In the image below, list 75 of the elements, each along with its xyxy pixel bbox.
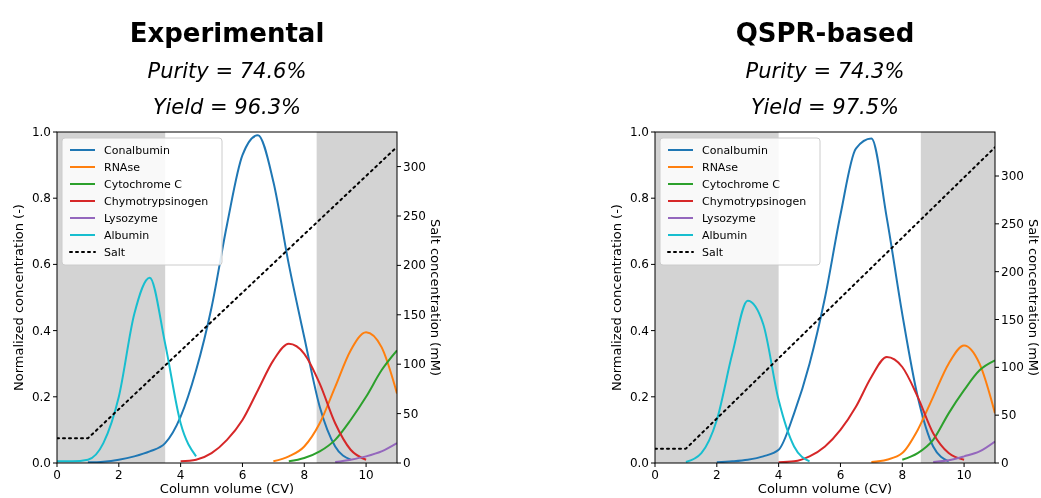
line-series <box>57 276 198 463</box>
y-tick-label: 0.2 <box>31 389 51 404</box>
line-series <box>272 331 397 463</box>
y-tick-label: 1.0 <box>629 125 649 139</box>
y-tick-label: 0.4 <box>31 323 51 338</box>
y-tick-label: 0.2 <box>629 389 649 404</box>
line-series <box>777 356 966 463</box>
y-axis-title: Normalized concentration (-) <box>11 204 26 391</box>
y-tick-label: 0.4 <box>629 323 649 338</box>
y2-tick-label: 0 <box>403 456 411 470</box>
line-series <box>901 359 995 461</box>
x-tick-label: 6 <box>836 468 845 482</box>
legend-label: Salt <box>702 246 724 259</box>
x-axis-title: Column volume (CV) <box>159 481 295 496</box>
y-tick-label: 0.8 <box>31 191 51 206</box>
y2-tick-label: 300 <box>1001 169 1024 184</box>
y2-axis-title: Salt concentration (mM) <box>428 218 443 377</box>
legend-label: Albumin <box>702 229 748 242</box>
text: Yield = 97.5% <box>750 95 900 119</box>
y2-axis-title: Salt concentration (mM) <box>1026 218 1041 377</box>
legend-label: Lysozyme <box>702 212 757 225</box>
y-tick-label: 0.0 <box>31 456 51 470</box>
x-tick-label: 0 <box>651 468 659 482</box>
legend-label: Cytochrome C <box>702 178 781 191</box>
legend-label: Lysozyme <box>104 212 159 225</box>
legend-label: RNAse <box>104 161 141 174</box>
legend-label: Conalbumin <box>104 144 170 157</box>
x-tick-label: 6 <box>238 468 247 482</box>
y2-tick-label: 100 <box>403 357 426 372</box>
chart-title: QSPR-based <box>735 18 915 48</box>
legend-label: Salt <box>104 246 126 259</box>
x-axis-title: Column volume (CV) <box>757 481 893 496</box>
legend-label: Chymotrypsinogen <box>104 195 209 208</box>
x-tick-label: 2 <box>713 468 721 482</box>
legend-label: Conalbumin <box>702 144 768 157</box>
y-axis-title: Normalized concentration (-) <box>609 204 624 391</box>
text: Yield = 96.3% <box>152 95 302 119</box>
legend-label: Albumin <box>104 229 150 242</box>
chart-subtitle: Purity = 74.3% <box>745 59 905 83</box>
line-series <box>86 134 352 463</box>
x-tick-label: 2 <box>115 468 123 482</box>
x-tick-label: 8 <box>898 468 907 482</box>
y-tick-label: 0.8 <box>629 191 649 206</box>
line-series <box>334 442 397 463</box>
line-series <box>684 299 811 463</box>
y2-tick-label: 250 <box>403 208 426 223</box>
chart-title: Experimental <box>129 18 325 48</box>
line-series <box>870 344 995 463</box>
y2-tick-label: 100 <box>1001 360 1024 375</box>
y2-tick-label: 150 <box>403 307 426 322</box>
line-series <box>179 342 368 463</box>
x-tick-label: 10 <box>358 468 374 482</box>
legend-label: Chymotrypsinogen <box>702 195 807 208</box>
y2-tick-label: 200 <box>1001 264 1024 279</box>
y-tick-label: 0.6 <box>31 257 51 272</box>
legend-label: Cytochrome C <box>104 178 183 191</box>
x-tick-label: 4 <box>176 468 185 482</box>
chart-subtitle: Purity = 74.6% <box>147 59 307 83</box>
y-tick-label: 1.0 <box>31 125 51 139</box>
y2-tick-label: 0 <box>1001 456 1009 470</box>
x-tick-label: 8 <box>300 468 309 482</box>
x-tick-label: 0 <box>53 468 61 482</box>
y2-tick-label: 200 <box>403 258 426 273</box>
line-series <box>932 440 995 463</box>
line-series <box>287 349 397 463</box>
y2-tick-label: 50 <box>1001 408 1017 423</box>
y-tick-label: 0.0 <box>629 456 649 470</box>
legend-label: RNAse <box>702 161 739 174</box>
y2-tick-label: 150 <box>1001 312 1024 327</box>
x-tick-label: 10 <box>956 468 972 482</box>
y-tick-label: 0.6 <box>629 257 649 272</box>
y2-tick-label: 50 <box>403 406 419 421</box>
x-tick-label: 4 <box>774 468 783 482</box>
y2-tick-label: 300 <box>403 159 426 174</box>
y2-tick-label: 250 <box>1001 216 1024 231</box>
